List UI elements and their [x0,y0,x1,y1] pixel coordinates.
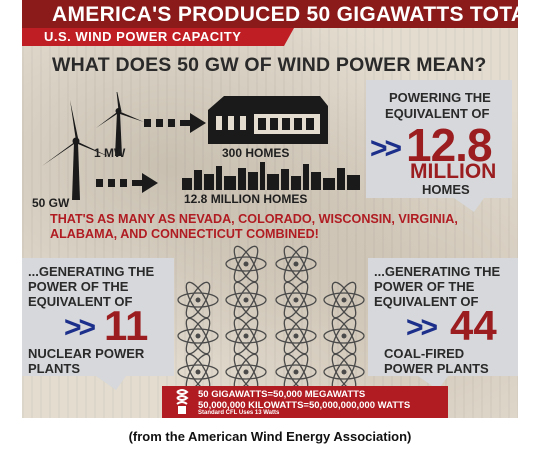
one-mw-label: 1 MW [94,146,126,160]
coal-callout-line3: EQUIVALENT OF [374,294,479,309]
dotted-arrow-icon [96,173,158,193]
subtitle-band: U.S. WIND POWER CAPACITY [22,28,294,46]
homes-noun: HOMES [422,182,470,197]
nuclear-callout-line3: EQUIVALENT OF [28,294,133,309]
fifty-gw-label: 50 GW [32,196,70,210]
poster-subtitle: U.S. WIND POWER CAPACITY [44,29,242,44]
atom-grid-icon [177,242,365,394]
callout-pointer [454,198,484,212]
dotted-arrow-icon [144,113,206,133]
homes-unit: MILLION [410,160,497,183]
coal-callout [368,258,518,376]
city-skyline-icon [182,162,360,190]
building-icon [208,96,328,144]
nuclear-callout [22,258,174,376]
conversion-line1: 50 GIGAWATTS=50,000 MEGAWATTS [198,389,366,400]
homes-callout [366,80,512,198]
nuclear-noun2: PLANTS [28,361,80,376]
homes-arrow-icon: >> [370,132,402,165]
nuclear-noun1: NUCLEAR POWER [28,346,145,361]
conversion-line3: Standard CFL Uses 13 Watts [198,410,280,416]
coal-value: 44 [450,302,497,349]
nuclear-arrow-icon: >> [64,311,96,344]
states-comparison-text: THAT'S AS MANY AS NEVADA, COLORADO, WISC… [50,212,458,241]
cfl-bulb-icon [176,389,189,414]
title-bar: AMERICA'S PRODUCED 50 GIGAWATTS TOTAL [22,0,518,28]
conversion-line2: 50,000,000 KILOWATTS=50,000,000,000 WATT… [198,400,411,411]
infographic-poster: AMERICA'S PRODUCED 50 GIGAWATTS TOTAL U.… [22,0,518,418]
homes-callout-line1: POWERING THE [389,90,491,105]
wind-turbines-icon [42,92,144,200]
coal-arrow-icon: >> [406,311,438,344]
poster-title: AMERICA'S PRODUCED 50 GIGAWATTS TOTAL [52,3,518,26]
homes-callout-line2: EQUIVALENT OF [385,106,490,121]
coal-noun1: COAL-FIRED [384,346,465,361]
conversion-band: 50 GIGAWATTS=50,000 MEGAWATTS 50,000,000… [162,386,448,418]
three-hundred-homes-label: 300 HOMES [222,146,290,160]
homes-value: 12.8 [406,119,493,171]
nuclear-callout-line1: ...GENERATING THE [28,264,155,279]
coal-callout-line2: POWER OF THE [374,279,475,294]
source-caption: (from the American Wind Energy Associati… [128,429,412,444]
callout-pointer [96,376,126,390]
twelve-million-homes-label: 12.8 MILLION HOMES [184,192,308,206]
main-question: WHAT DOES 50 GW OF WIND POWER MEAN? [52,54,487,76]
coal-callout-line1: ...GENERATING THE [374,264,501,279]
nuclear-callout-line2: POWER OF THE [28,279,129,294]
coal-noun2: POWER PLANTS [384,361,489,376]
nuclear-value: 11 [104,302,149,349]
